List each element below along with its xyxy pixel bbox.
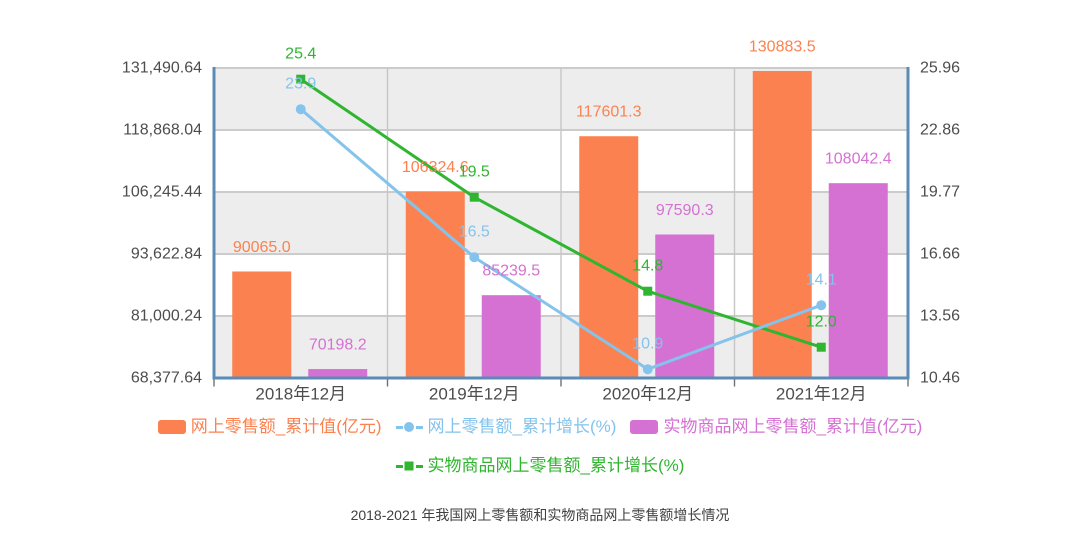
legend-label-series1: 网上零售额_累计增长(%): [427, 417, 617, 436]
legend-row-1: 网上零售额_累计值(亿元) 网上零售额_累计增长(%) 实物商品网上零售额_累计值(…: [0, 417, 1080, 437]
value-label-series1-cat3: 14.1: [806, 272, 837, 289]
chart-title: 2018-2021 年我国网上零售额和实物商品网上零售额增长情况: [350, 507, 730, 523]
legend-row-2: 实物商品网上零售额_累计增长(%): [0, 456, 1080, 476]
marker-circle-series1-cat3[interactable]: [816, 300, 827, 311]
bar-series2-cat0[interactable]: [308, 369, 368, 378]
value-label-series0-cat0: 90065.0: [233, 239, 291, 256]
legend-item-series3[interactable]: 实物商品网上零售额_累计增长(%): [395, 456, 685, 476]
left-axis-label-0: 68,377.64: [131, 370, 202, 387]
marker-square-series3-cat0[interactable]: [296, 74, 306, 84]
marker-circle-series1-cat2[interactable]: [642, 364, 653, 375]
value-label-series1-cat0: 23.9: [285, 76, 316, 93]
legend-item-series2[interactable]: 实物商品网上零售额_累计值(亿元): [630, 417, 922, 437]
legend-marker-dash: [415, 425, 423, 429]
left-axis-label-4: 118,868.04: [123, 122, 202, 139]
bar-series0-cat2[interactable]: [579, 136, 639, 378]
bar-series2-cat3[interactable]: [828, 183, 888, 378]
value-label-series3-cat2: 14.8: [632, 258, 663, 275]
value-label-series1-cat2: 10.9: [632, 336, 663, 353]
value-label-series2-cat2: 97590.3: [656, 202, 714, 219]
value-label-series3-cat3: 12.0: [806, 314, 837, 331]
chart-plot: 90065.0 106324.6 117601.3 130883.5 23.9 16.5 1…: [122, 38, 960, 404]
legend-label-series2: 实物商品网上零售额_累计值(亿元): [663, 417, 923, 436]
legend-bar-swatch-icon: [630, 420, 659, 434]
x-axis-label-2: 2020年12月: [602, 385, 693, 404]
value-label-series3-cat1: 19.5: [459, 164, 490, 181]
legend-marker-dash: [395, 464, 403, 468]
legend-item-series1[interactable]: 网上零售额_累计增长(%): [395, 417, 617, 437]
right-axis-label-5: 25.96: [920, 60, 960, 77]
right-axis-label-3: 19.77: [920, 184, 960, 201]
marker-square-series3-cat2[interactable]: [643, 286, 653, 296]
left-axis-label-5: 131,490.64: [122, 60, 202, 77]
legend-marker-dash: [415, 464, 423, 468]
right-axis-label-2: 16.66: [920, 246, 960, 263]
bar-series0-cat1[interactable]: [405, 191, 465, 378]
legend-marker-circle-icon: [404, 422, 415, 432]
left-axis-label-3: 106,245.44: [122, 184, 202, 201]
legend-line-marker-icon: [395, 420, 423, 434]
marker-circle-series1-cat1[interactable]: [469, 252, 480, 263]
line-series1[interactable]: [299, 107, 823, 371]
marker-circle-series1-cat0[interactable]: [295, 104, 306, 115]
marker-square-series3-cat3[interactable]: [816, 342, 826, 352]
x-axis-label-3: 2021年12月: [776, 385, 867, 404]
value-label-series2-cat0: 70198.2: [309, 337, 367, 354]
value-label-series1-cat1: 16.5: [459, 224, 490, 241]
legend-bar-swatch-icon: [157, 420, 186, 434]
right-axis-label-0: 10.46: [920, 370, 960, 387]
x-axis-label-1: 2019年12月: [429, 385, 520, 404]
value-label-series0-cat1: 106324.6: [402, 159, 469, 176]
x-axis-label-0: 2018年12月: [255, 385, 346, 404]
legend-line-marker-icon: [395, 459, 423, 473]
value-label-series0-cat2: 117601.3: [576, 104, 642, 121]
value-label-series0-cat3: 130883.5: [749, 38, 816, 55]
legend-marker-square-icon: [404, 461, 414, 471]
legend-label-series3: 实物商品网上零售额_累计增长(%): [427, 456, 685, 475]
legend-item-series0[interactable]: 网上零售额_累计值(亿元): [157, 417, 382, 437]
marker-square-series3-cat1[interactable]: [469, 192, 479, 202]
legend-marker-dash: [395, 425, 403, 429]
bar-series0-cat0[interactable]: [232, 271, 292, 378]
bar-series2-cat1[interactable]: [481, 295, 541, 378]
left-axis-label-1: 81,000.24: [131, 308, 202, 325]
line-series3[interactable]: [299, 77, 823, 349]
value-label-series3-cat0: 25.4: [285, 46, 316, 63]
bar-series0-cat3[interactable]: [752, 70, 812, 378]
value-label-series2-cat1: 85239.5: [482, 263, 540, 280]
value-label-series2-cat3: 108042.4: [825, 151, 892, 168]
right-axis-label-4: 22.86: [920, 122, 960, 139]
legend-label-series0: 网上零售额_累计值(亿元): [190, 417, 382, 436]
right-axis-label-1: 13.56: [920, 308, 960, 325]
left-axis-label-2: 93,622.84: [131, 246, 202, 263]
